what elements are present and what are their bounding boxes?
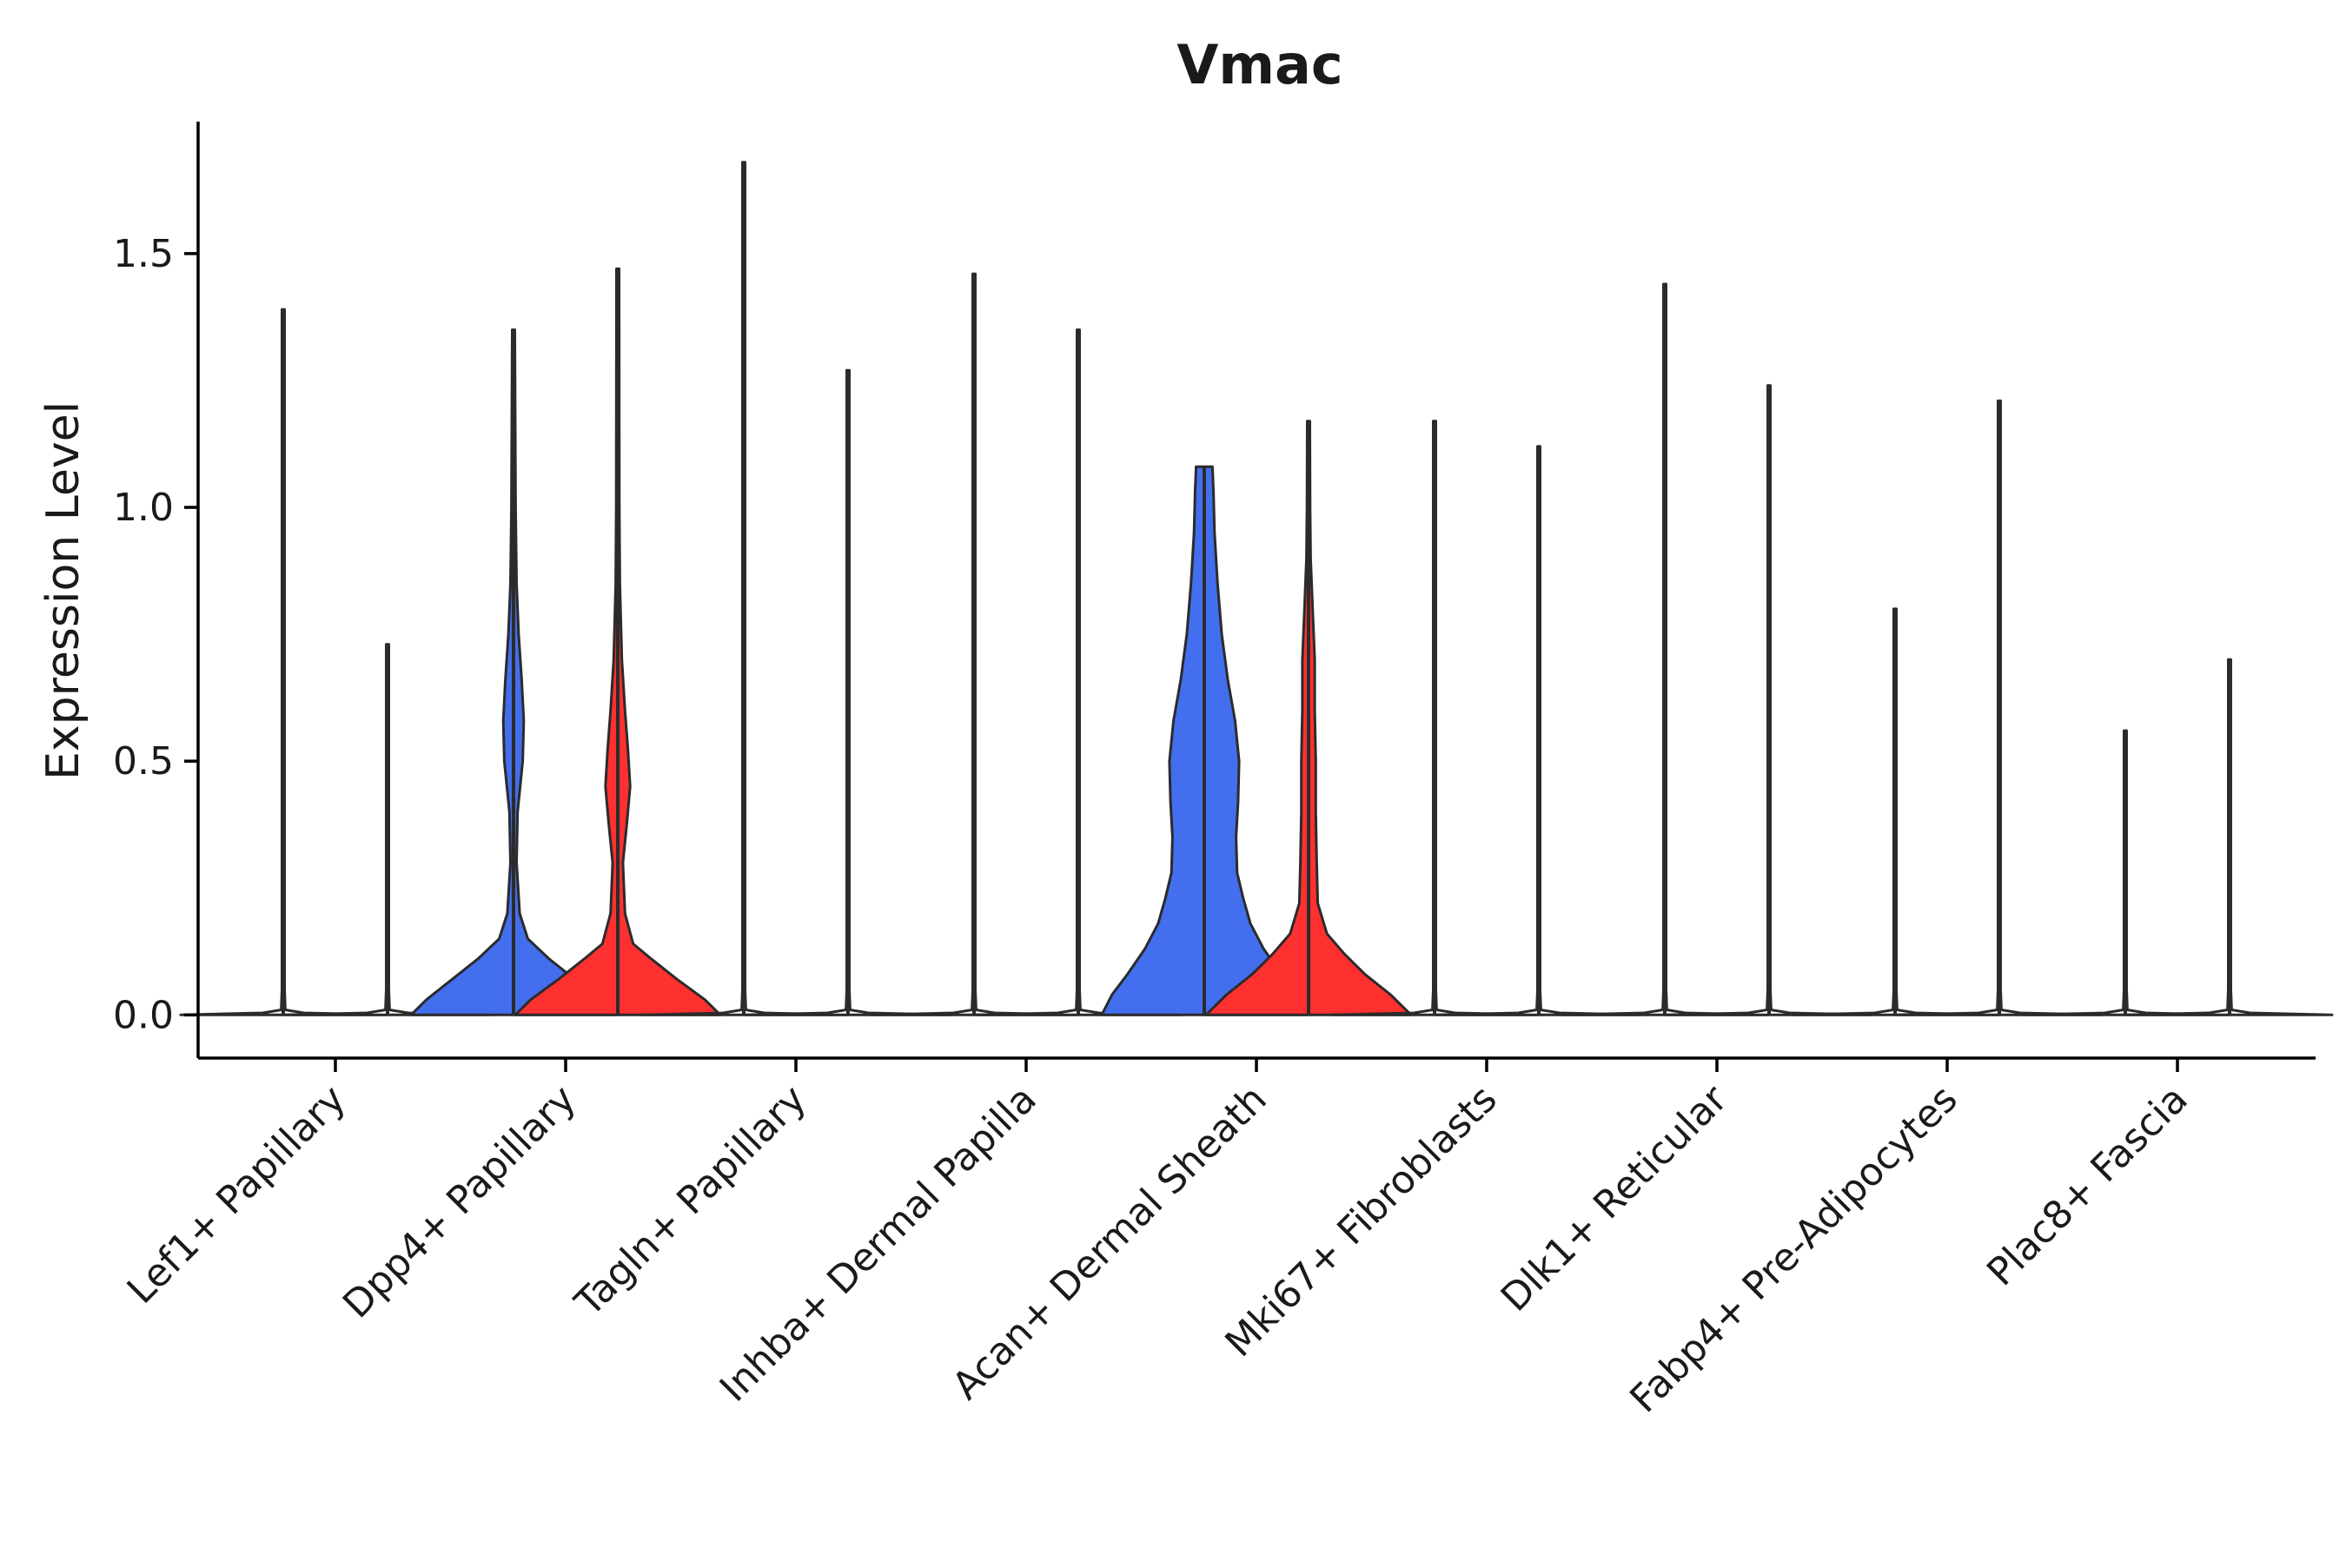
- chart-title: Vmac: [1176, 33, 1342, 96]
- violin-group: [179, 161, 2334, 1016]
- x-tick-label: Plac8+ Fascia: [1978, 1077, 2197, 1295]
- y-ticks: 0.0 0.5 1.0 1.5: [113, 232, 198, 1037]
- y-tick-label: 1.0: [113, 486, 174, 530]
- x-tick-label: Dlk1+ Reticular: [1493, 1076, 1737, 1320]
- x-tick-label: Tagln+ Papillary: [567, 1077, 815, 1326]
- x-tick-label: Dpp4+ Papillary: [335, 1077, 585, 1327]
- y-tick-label: 1.5: [113, 232, 174, 276]
- y-tick-label: 0.0: [113, 993, 174, 1037]
- y-tick-label: 0.5: [113, 739, 174, 784]
- y-axis-label: Expression Level: [37, 401, 89, 780]
- x-tick-label: Lef1+ Papillary: [119, 1077, 355, 1313]
